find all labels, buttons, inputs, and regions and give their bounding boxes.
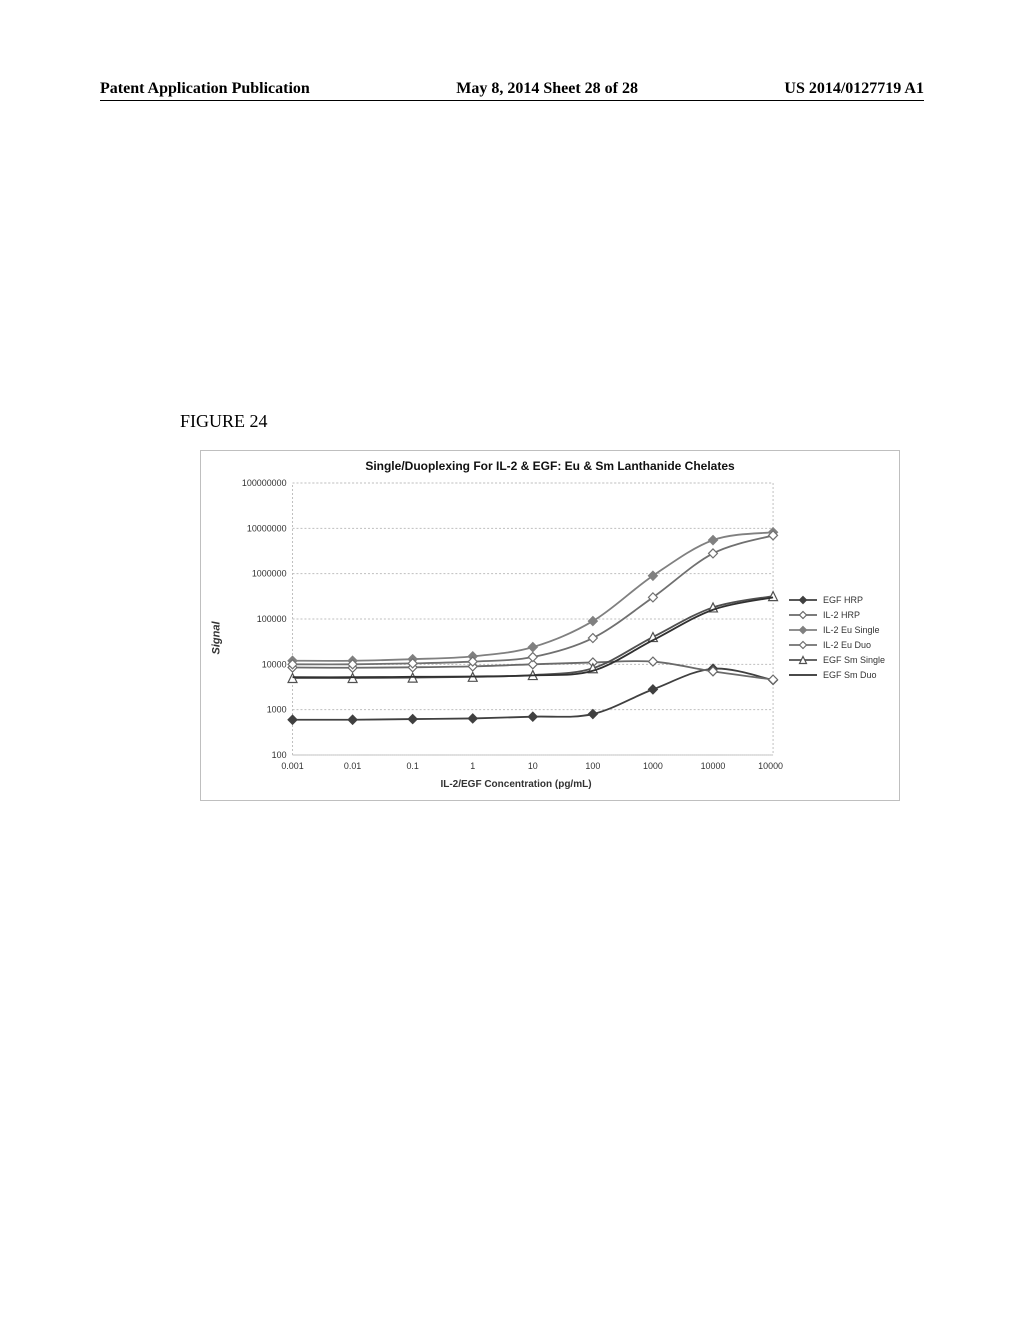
svg-text:1000: 1000 — [643, 761, 663, 771]
header-rule — [100, 100, 924, 101]
legend-label: EGF Sm Duo — [823, 670, 877, 680]
svg-text:10000: 10000 — [262, 659, 287, 669]
legend-label: IL-2 HRP — [823, 610, 860, 620]
plot-column: 1001000100001000001000000100000001000000… — [227, 477, 783, 798]
legend-item: EGF Sm Duo — [789, 670, 885, 680]
legend-column: EGF HRP IL-2 HRP IL-2 Eu Single IL-2 Eu Duo… — [783, 477, 895, 798]
svg-text:0.01: 0.01 — [344, 761, 361, 771]
svg-text:100: 100 — [585, 761, 600, 771]
header-center: May 8, 2014 Sheet 28 of 28 — [456, 80, 638, 98]
svg-text:0.1: 0.1 — [406, 761, 418, 771]
legend-swatch — [789, 655, 817, 665]
svg-text:100: 100 — [272, 750, 287, 760]
legend-item: IL-2 Eu Duo — [789, 640, 885, 650]
svg-text:10000000: 10000000 — [247, 523, 287, 533]
svg-text:100000: 100000 — [758, 761, 783, 771]
chart-container: Single/Duoplexing For IL-2 & EGF: Eu & S… — [200, 450, 900, 801]
legend-label: IL-2 Eu Duo — [823, 640, 871, 650]
x-axis-label: IL-2/EGF Concentration (pg/mL) — [249, 777, 783, 798]
chart-svg: 1001000100001000001000000100000001000000… — [227, 477, 783, 777]
svg-text:0.001: 0.001 — [281, 761, 303, 771]
legend-item: IL-2 HRP — [789, 610, 885, 620]
svg-text:1000: 1000 — [267, 705, 287, 715]
legend-item: EGF Sm Single — [789, 655, 885, 665]
legend-label: IL-2 Eu Single — [823, 625, 880, 635]
svg-text:10000: 10000 — [701, 761, 726, 771]
figure-label: FIGURE 24 — [180, 411, 924, 432]
svg-text:100000: 100000 — [257, 614, 287, 624]
legend: EGF HRP IL-2 HRP IL-2 Eu Single IL-2 Eu Duo… — [783, 595, 885, 680]
legend-item: EGF HRP — [789, 595, 885, 605]
legend-swatch — [789, 670, 817, 680]
legend-item: IL-2 Eu Single — [789, 625, 885, 635]
plot-wrap: Signal 100 1000 10000 100000 1000000 10000000… — [201, 477, 899, 800]
svg-text:100000000: 100000000 — [242, 478, 287, 488]
y-axis-label-wrap: Signal — [205, 477, 227, 798]
header-left: Patent Application Publication — [100, 80, 310, 98]
legend-swatch — [789, 595, 817, 605]
y-axis-label: Signal — [210, 621, 222, 654]
header-right: US 2014/0127719 A1 — [784, 80, 924, 98]
svg-text:10: 10 — [528, 761, 538, 771]
svg-text:1: 1 — [470, 761, 475, 771]
legend-swatch — [789, 610, 817, 620]
legend-swatch — [789, 640, 817, 650]
chart-title: Single/Duoplexing For IL-2 & EGF: Eu & S… — [201, 451, 899, 477]
page-header: Patent Application Publication May 8, 20… — [100, 80, 924, 98]
legend-label: EGF Sm Single — [823, 655, 885, 665]
svg-text:1000000: 1000000 — [252, 569, 287, 579]
legend-swatch — [789, 625, 817, 635]
page: Patent Application Publication May 8, 20… — [0, 0, 1024, 1320]
legend-label: EGF HRP — [823, 595, 863, 605]
